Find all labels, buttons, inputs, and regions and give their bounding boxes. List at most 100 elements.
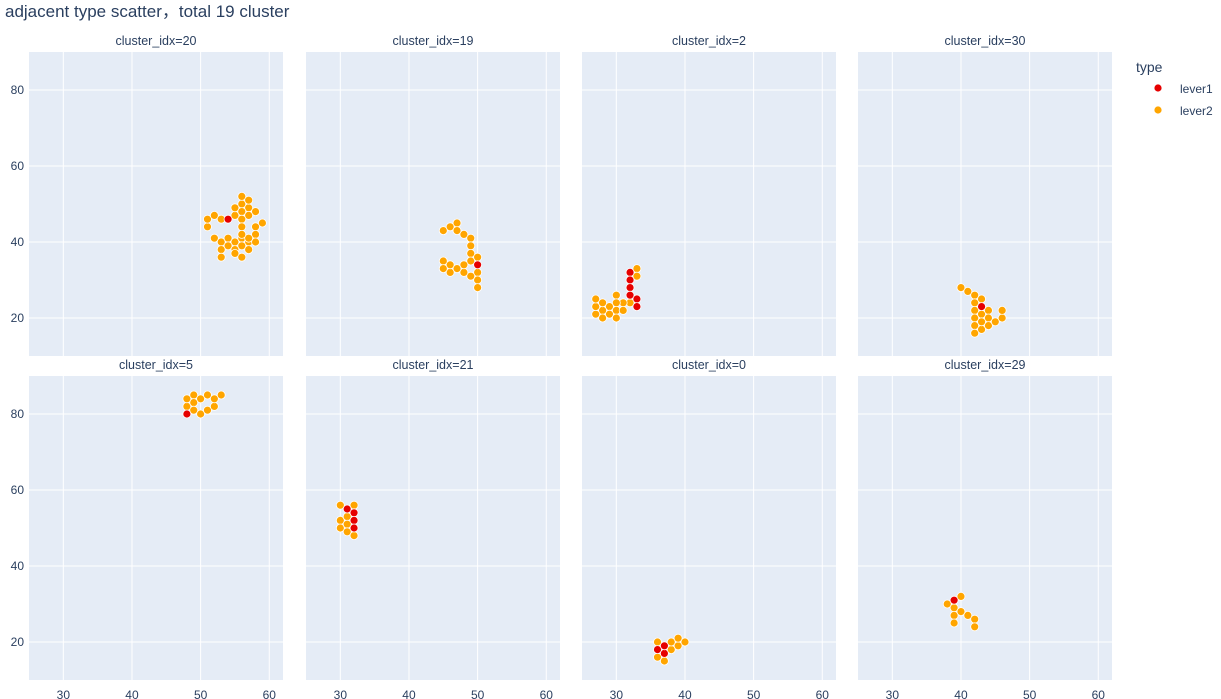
point-lever2 [963,286,973,296]
point-lever2 [591,294,601,304]
point-lever2 [618,305,628,315]
facet-panel: cluster_idx=20 20 40 60 80 [11,34,283,356]
plot-background [582,376,836,680]
x-tick-label: 40 [954,688,968,699]
point-lever2 [956,607,966,616]
point-lever1 [632,294,642,304]
point-lever2 [237,191,247,201]
point-lever2 [473,252,483,262]
point-lever2 [949,618,959,628]
point-lever2 [632,271,642,281]
point-lever2 [335,523,345,533]
point-lever2 [216,252,226,262]
point-lever1 [349,508,359,518]
x-tick-label: 40 [125,688,139,699]
point-lever2 [445,260,455,270]
point-lever2 [598,298,607,308]
point-lever2 [445,222,455,232]
point-lever2 [237,214,247,224]
facet-panel: cluster_idx=5 20 40 60 80 30 40 50 60 [11,358,283,699]
y-tick-label: 40 [11,235,25,249]
y-tick-label: 20 [11,311,25,325]
point-lever2 [203,214,212,224]
point-lever2 [611,290,621,300]
point-lever2 [473,283,483,293]
point-lever2 [209,233,219,243]
facet-panel: cluster_idx=30 [858,34,1112,356]
legend: type lever1 lever2 [1136,59,1213,118]
x-tick-label: 60 [1092,688,1106,699]
point-lever2 [244,245,254,255]
point-lever2 [680,637,690,647]
point-lever2 [466,241,476,251]
point-lever2 [452,218,462,228]
point-lever2 [438,256,448,266]
y-tick-label: 60 [11,159,25,173]
point-lever2 [659,656,669,666]
y-tick-label: 60 [11,483,25,497]
point-lever2 [591,309,601,319]
facet-title: cluster_idx=21 [393,358,474,372]
legend-items: lever1 lever2 [1153,82,1213,118]
point-lever2 [230,248,240,258]
point-lever2 [251,207,260,217]
point-lever2 [956,592,966,601]
y-tick-label: 80 [11,83,25,97]
plot-background [306,52,560,356]
x-tick-label: 60 [540,688,554,699]
facet-panel: cluster_idx=19 [306,34,560,356]
point-lever1 [349,523,359,533]
point-lever2 [666,637,676,647]
point-lever2 [244,195,254,205]
point-lever1 [349,516,359,525]
x-tick-label: 30 [57,688,71,699]
facet-title: cluster_idx=20 [116,34,197,48]
legend-label-lever1: lever1 [1180,82,1213,96]
x-tick-label: 50 [194,688,208,699]
facet-title: cluster_idx=2 [672,34,746,48]
point-lever1 [625,267,635,277]
point-lever2 [209,210,219,220]
point-lever2 [997,313,1007,323]
y-tick-label: 20 [11,635,25,649]
point-lever1 [342,504,352,514]
point-lever1 [977,302,986,312]
facet-title: cluster_idx=29 [945,358,1026,372]
point-lever2 [203,390,212,400]
point-lever1 [625,275,635,285]
point-lever2 [970,614,980,624]
point-lever2 [452,226,462,236]
facet-panel: cluster_idx=29 30 40 50 60 [858,358,1112,699]
point-lever2 [349,531,359,540]
point-lever2 [237,241,247,251]
point-lever1 [659,641,669,651]
y-tick-label: 40 [11,559,25,573]
x-tick-label: 40 [678,688,692,699]
x-tick-label: 30 [334,688,348,699]
plot-background [858,376,1112,680]
point-lever2 [237,222,247,232]
point-lever2 [251,222,260,232]
point-lever2 [237,229,247,239]
point-lever2 [203,405,212,415]
facet-title: cluster_idx=19 [393,34,474,48]
facet-title: cluster_idx=5 [119,358,193,372]
point-lever2 [258,218,267,228]
point-lever2 [244,210,254,220]
point-lever1 [473,260,483,270]
point-lever2 [605,309,614,319]
x-tick-label: 50 [471,688,485,699]
legend-title: type [1136,59,1163,75]
point-lever1 [653,645,662,654]
point-lever2 [466,256,476,266]
x-tick-label: 50 [747,688,761,699]
point-lever2 [203,222,212,232]
point-lever2 [209,401,219,411]
point-lever2 [230,203,240,213]
facet-title: cluster_idx=30 [945,34,1026,48]
point-lever2 [673,633,683,643]
point-lever2 [977,294,986,304]
point-lever1 [625,283,635,293]
